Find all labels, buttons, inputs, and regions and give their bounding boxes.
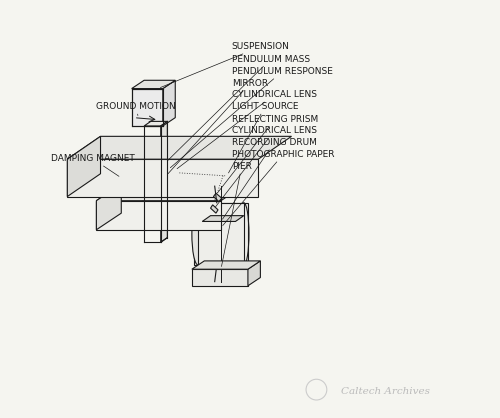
Polygon shape	[68, 136, 292, 159]
Polygon shape	[96, 201, 221, 230]
Text: MIRROR: MIRROR	[168, 79, 268, 174]
Text: SUSPENSION: SUSPENSION	[160, 42, 290, 87]
Text: PENDULUM RESPONSE: PENDULUM RESPONSE	[170, 67, 332, 168]
Text: Caltech Archives: Caltech Archives	[342, 387, 430, 396]
Polygon shape	[68, 159, 258, 196]
Text: DAMPING MAGNET: DAMPING MAGNET	[50, 154, 134, 176]
Circle shape	[223, 171, 232, 179]
Polygon shape	[163, 80, 175, 126]
Polygon shape	[107, 159, 150, 205]
Text: RECORDING DRUM: RECORDING DRUM	[222, 138, 316, 219]
Polygon shape	[96, 184, 122, 230]
Circle shape	[226, 174, 228, 177]
Ellipse shape	[192, 203, 204, 265]
Text: REFLECTING PRISM: REFLECTING PRISM	[218, 115, 318, 193]
Text: GROUND MOTION: GROUND MOTION	[96, 102, 176, 115]
Polygon shape	[156, 155, 166, 180]
Text: CYLINDRICAL LENS: CYLINDRICAL LENS	[177, 90, 316, 169]
Text: PENDULUM MASS: PENDULUM MASS	[168, 55, 310, 161]
Polygon shape	[192, 269, 248, 286]
Polygon shape	[166, 163, 170, 179]
Polygon shape	[170, 158, 179, 183]
Polygon shape	[202, 216, 244, 222]
Polygon shape	[160, 121, 168, 242]
Text: LIGHT SOURCE: LIGHT SOURCE	[228, 102, 298, 173]
Polygon shape	[132, 80, 176, 89]
Polygon shape	[194, 203, 248, 265]
Text: PIER: PIER	[222, 162, 252, 267]
Polygon shape	[132, 89, 163, 126]
Polygon shape	[202, 222, 235, 232]
Polygon shape	[96, 184, 246, 201]
Text: PHOTOGRAPHIC PAPER: PHOTOGRAPHIC PAPER	[222, 150, 334, 226]
Polygon shape	[192, 261, 260, 269]
Text: CYLINDRICAL LENS: CYLINDRICAL LENS	[216, 126, 316, 207]
Polygon shape	[236, 216, 244, 232]
Polygon shape	[214, 193, 222, 201]
Polygon shape	[248, 261, 260, 286]
Polygon shape	[198, 203, 244, 265]
Polygon shape	[210, 205, 218, 213]
Polygon shape	[144, 121, 168, 126]
Polygon shape	[68, 136, 100, 196]
